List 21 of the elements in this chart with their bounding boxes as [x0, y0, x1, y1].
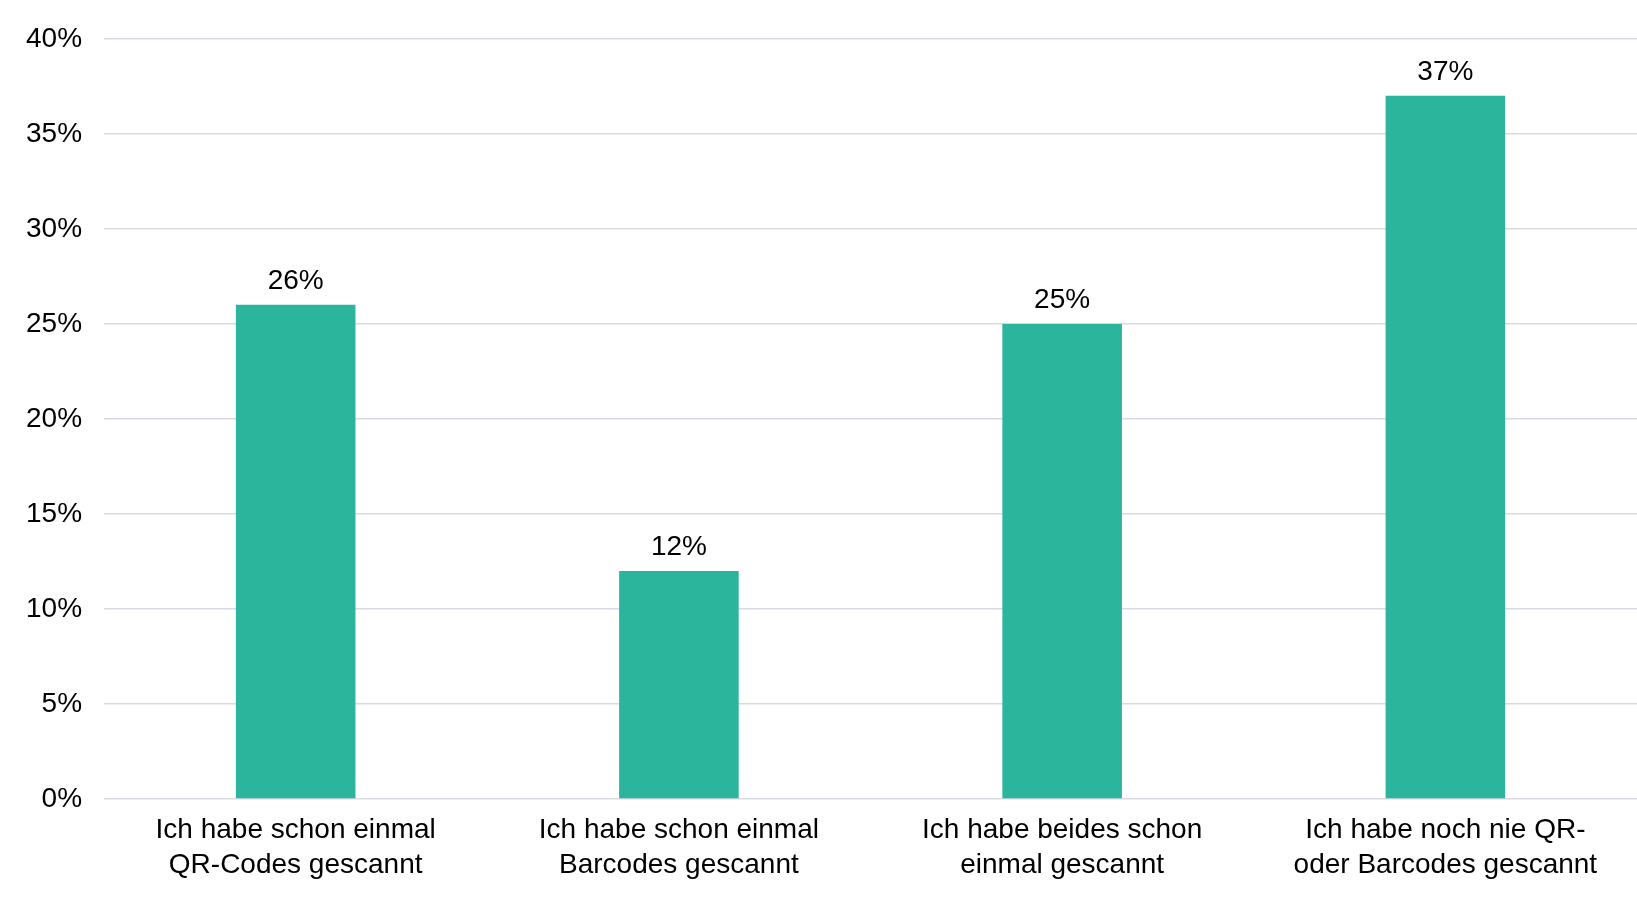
- y-tick-label: 0%: [41, 781, 83, 813]
- bar: [619, 570, 739, 799]
- bar: [1002, 323, 1122, 799]
- y-tick-label: 20%: [25, 401, 83, 433]
- x-tick-label: Ich habe noch nie QR- oder Barcodes gescannt: [1293, 813, 1598, 880]
- y-tick-label: 5%: [41, 686, 83, 718]
- x-tick-label: Ich habe beides schon einmal gescannt: [922, 813, 1203, 880]
- y-tick-label: 35%: [25, 116, 83, 148]
- data-label: 37%: [1417, 54, 1474, 86]
- data-label: 25%: [1034, 282, 1091, 314]
- y-tick-label: 30%: [25, 211, 83, 243]
- y-tick-label: 25%: [25, 306, 83, 338]
- x-tick-label: Ich habe schon einmal Barcodes gescannt: [538, 813, 819, 880]
- x-tick-label: Ich habe schon einmal QR-Codes gescannt: [155, 813, 436, 880]
- data-label: 12%: [650, 529, 707, 561]
- y-tick-label: 15%: [25, 496, 83, 528]
- y-tick-label: 10%: [25, 591, 83, 623]
- bar: [235, 304, 356, 799]
- data-label: 26%: [267, 263, 324, 295]
- bar: [1385, 95, 1506, 799]
- y-tick-label: 40%: [25, 21, 83, 53]
